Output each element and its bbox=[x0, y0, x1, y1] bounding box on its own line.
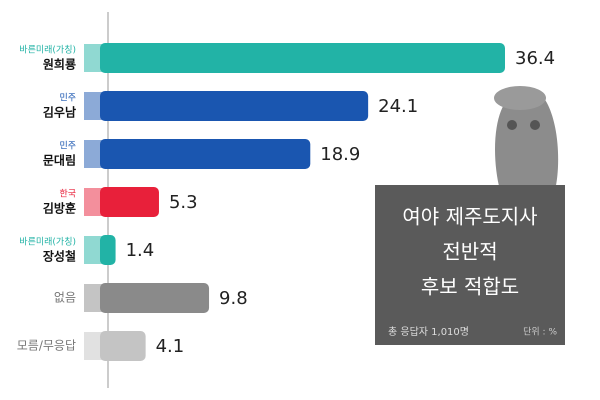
value-label: 24.1 bbox=[378, 96, 418, 117]
bar-tab bbox=[84, 188, 104, 216]
value-label: 9.8 bbox=[219, 288, 248, 309]
bar bbox=[100, 187, 159, 217]
respondents: 총 응답자 1,010명 bbox=[388, 326, 469, 338]
value-label: 5.3 bbox=[169, 192, 198, 213]
value-label: 4.1 bbox=[156, 336, 185, 357]
bar-tab bbox=[84, 92, 104, 120]
bar bbox=[100, 91, 369, 121]
bar bbox=[100, 43, 505, 73]
category-label: 김방훈 bbox=[43, 201, 76, 216]
bar bbox=[100, 331, 146, 361]
category-label: 모름/무응답 bbox=[17, 339, 76, 353]
statue bbox=[494, 86, 559, 190]
title-box bbox=[375, 185, 565, 345]
bar-tab bbox=[84, 284, 104, 312]
party-label: 바른미래(가칭) bbox=[19, 45, 76, 56]
party-label: 민주 bbox=[59, 93, 76, 104]
value-label: 36.4 bbox=[515, 48, 555, 69]
bar-tab bbox=[84, 332, 104, 360]
bar-tab bbox=[84, 140, 104, 168]
category-label: 장성철 bbox=[43, 249, 76, 264]
bar-tab bbox=[84, 236, 104, 264]
value-label: 18.9 bbox=[320, 144, 360, 165]
title-line: 후보 적합도 bbox=[421, 275, 519, 299]
category-label: 원희룡 bbox=[43, 57, 76, 72]
title-line: 전반적 bbox=[442, 240, 497, 264]
title-line: 여야 제주도지사 bbox=[402, 205, 537, 229]
bar bbox=[100, 139, 311, 169]
party-label: 민주 bbox=[59, 141, 76, 152]
value-label: 1.4 bbox=[126, 240, 155, 261]
party-label: 바른미래(가칭) bbox=[19, 237, 76, 248]
bar-tab bbox=[84, 44, 104, 72]
unit: 단위 : % bbox=[523, 327, 557, 338]
category-label: 문대림 bbox=[43, 154, 76, 168]
bar bbox=[100, 283, 210, 313]
category-label: 없음 bbox=[54, 291, 76, 305]
bar bbox=[100, 235, 116, 265]
party-label: 한국 bbox=[59, 189, 76, 200]
category-label: 김우남 bbox=[43, 105, 76, 120]
